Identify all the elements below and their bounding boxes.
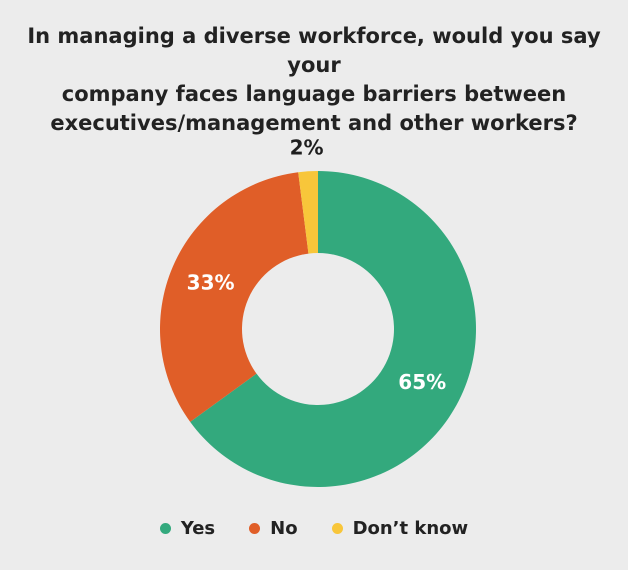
slice-don-t-know [298, 171, 318, 254]
slice-no [159, 172, 309, 422]
legend-label-don-t-know: Don’t know [352, 518, 469, 539]
legend-item-yes: Yes [159, 518, 216, 539]
title-line-3: executives/management and other workers? [50, 111, 578, 135]
legend-item-don-t-know: Don’t know [331, 518, 469, 539]
title-line-1: In managing a diverse workforce, would y… [27, 24, 601, 77]
legend-label-no: No [270, 518, 298, 539]
data-label-yes: 65% [398, 370, 446, 394]
legend-swatch-don-t-know [331, 523, 343, 534]
data-label-no: 33% [187, 271, 235, 295]
legend-label-yes: Yes [180, 518, 216, 539]
data-label-don-t-know: 2% [290, 135, 324, 159]
donut-chart: 65% 33% 2% [159, 135, 477, 487]
chart-title: In managing a diverse workforce, would y… [0, 22, 628, 138]
slice-yes [190, 171, 477, 487]
legend-item-no: No [249, 518, 298, 539]
legend-swatch-no [249, 523, 261, 534]
legend-swatch-yes [159, 523, 171, 534]
chart-legend: Yes No Don’t know [0, 518, 628, 539]
title-line-2: company faces language barriers between [61, 82, 567, 106]
